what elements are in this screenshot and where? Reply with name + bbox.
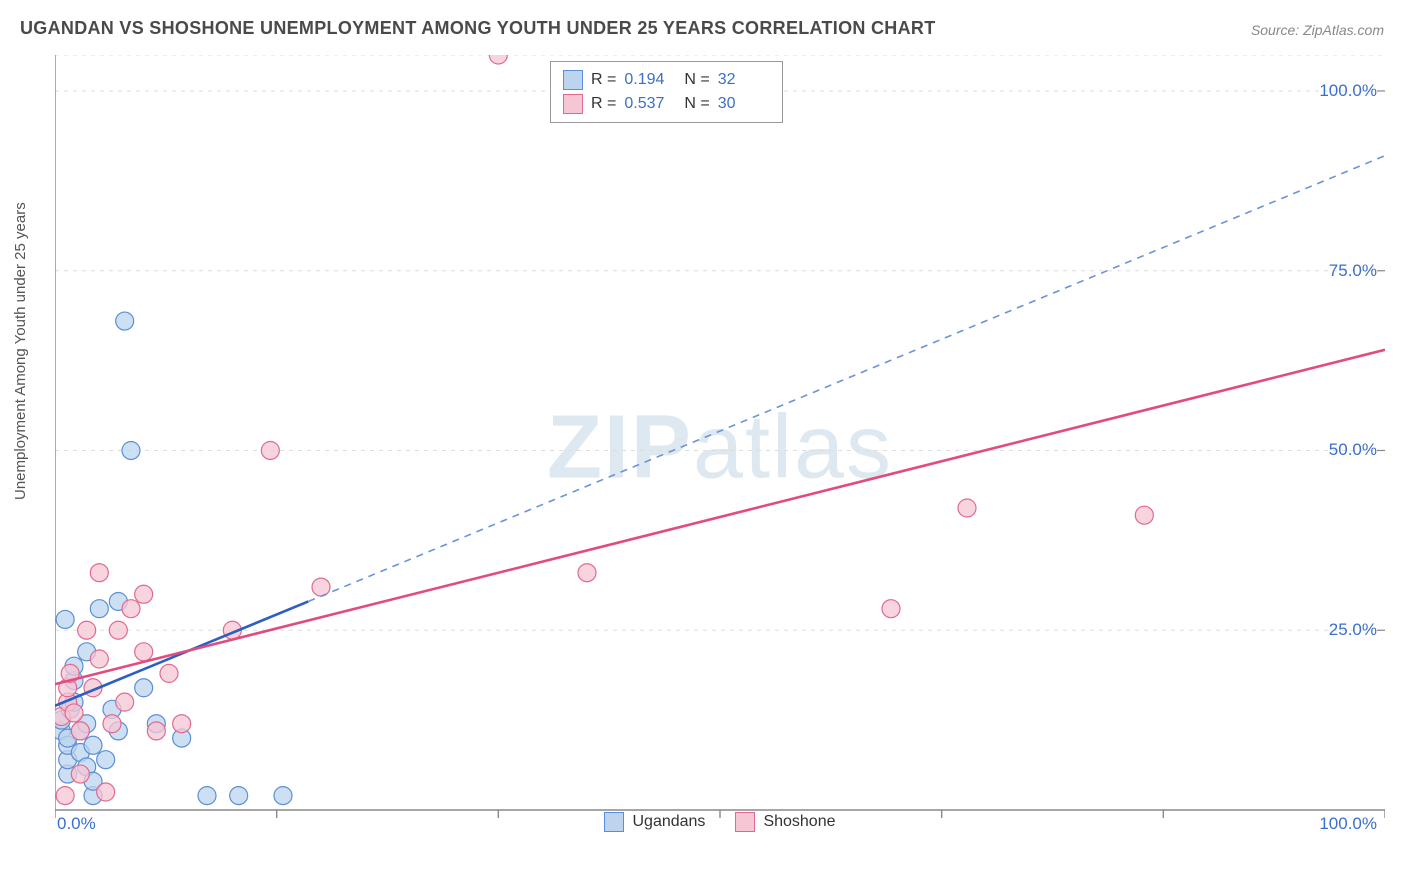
r-value-shoshone: 0.537 <box>624 92 676 116</box>
swatch-shoshone <box>563 94 583 114</box>
swatch-ugandans <box>604 812 624 832</box>
legend-item-shoshone: Shoshone <box>735 812 835 832</box>
stats-row-shoshone: R = 0.537 N = 30 <box>563 92 770 116</box>
swatch-shoshone <box>735 812 755 832</box>
n-label: N = <box>684 68 709 92</box>
r-label: R = <box>591 68 616 92</box>
source-label: Source: ZipAtlas.com <box>1251 22 1384 38</box>
stats-row-ugandans: R = 0.194 N = 32 <box>563 68 770 92</box>
stats-legend: R = 0.194 N = 32 R = 0.537 N = 30 <box>550 61 783 123</box>
ytick-label: 75.0% <box>1329 261 1377 281</box>
x-axis-min-label: 0.0% <box>57 814 96 834</box>
ytick-label: 50.0% <box>1329 440 1377 460</box>
legend-label-shoshone: Shoshone <box>763 813 835 831</box>
r-value-ugandans: 0.194 <box>624 68 676 92</box>
scatter-chart <box>55 55 1385 840</box>
n-label: N = <box>684 92 709 116</box>
legend-label-ugandans: Ugandans <box>632 813 705 831</box>
x-axis-max-label: 100.0% <box>1319 814 1377 834</box>
n-value-ugandans: 32 <box>718 68 770 92</box>
y-axis-label: Unemployment Among Youth under 25 years <box>12 202 29 500</box>
chart-area: ZIPatlas R = 0.194 N = 32 R = 0.537 N = … <box>55 55 1385 840</box>
series-legend: Ugandans Shoshone <box>55 812 1385 832</box>
legend-item-ugandans: Ugandans <box>604 812 705 832</box>
r-label: R = <box>591 92 616 116</box>
ytick-label: 25.0% <box>1329 620 1377 640</box>
ytick-label: 100.0% <box>1319 81 1377 101</box>
chart-title: UGANDAN VS SHOSHONE UNEMPLOYMENT AMONG Y… <box>20 18 936 39</box>
swatch-ugandans <box>563 70 583 90</box>
n-value-shoshone: 30 <box>718 92 770 116</box>
